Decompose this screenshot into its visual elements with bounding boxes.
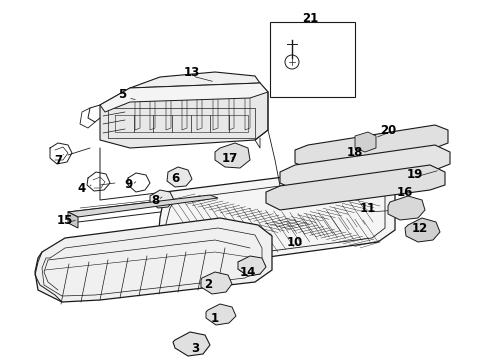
Text: 12: 12 <box>412 221 428 234</box>
Polygon shape <box>201 272 232 294</box>
Text: 1: 1 <box>211 311 219 324</box>
Polygon shape <box>150 190 174 208</box>
Polygon shape <box>68 195 218 217</box>
Polygon shape <box>355 132 376 152</box>
Text: 7: 7 <box>54 153 62 166</box>
Text: 15: 15 <box>57 213 73 226</box>
Polygon shape <box>100 83 268 148</box>
Polygon shape <box>100 83 268 112</box>
Polygon shape <box>388 196 425 220</box>
Polygon shape <box>68 212 78 228</box>
Text: 13: 13 <box>184 66 200 78</box>
Text: 5: 5 <box>118 89 126 102</box>
Text: 8: 8 <box>151 194 159 207</box>
Polygon shape <box>295 125 448 168</box>
Text: 3: 3 <box>191 342 199 355</box>
Text: 11: 11 <box>360 202 376 215</box>
Polygon shape <box>238 256 266 276</box>
Polygon shape <box>130 72 260 100</box>
Text: 21: 21 <box>302 12 318 24</box>
Polygon shape <box>215 143 250 168</box>
Text: 16: 16 <box>397 186 413 199</box>
Text: 10: 10 <box>287 235 303 248</box>
Text: 9: 9 <box>124 179 132 192</box>
Text: 18: 18 <box>347 147 363 159</box>
Polygon shape <box>35 218 272 302</box>
Text: 19: 19 <box>407 168 423 181</box>
Text: 20: 20 <box>380 123 396 136</box>
Polygon shape <box>206 304 236 325</box>
Polygon shape <box>158 168 395 268</box>
Polygon shape <box>280 145 450 190</box>
Text: 2: 2 <box>204 279 212 292</box>
Polygon shape <box>167 167 192 187</box>
Bar <box>270 22 355 97</box>
Polygon shape <box>405 218 440 242</box>
Text: 17: 17 <box>222 152 238 165</box>
Polygon shape <box>173 332 210 356</box>
Text: 6: 6 <box>171 171 179 184</box>
Polygon shape <box>266 165 445 210</box>
Text: 14: 14 <box>240 266 256 279</box>
Text: 4: 4 <box>78 181 86 194</box>
